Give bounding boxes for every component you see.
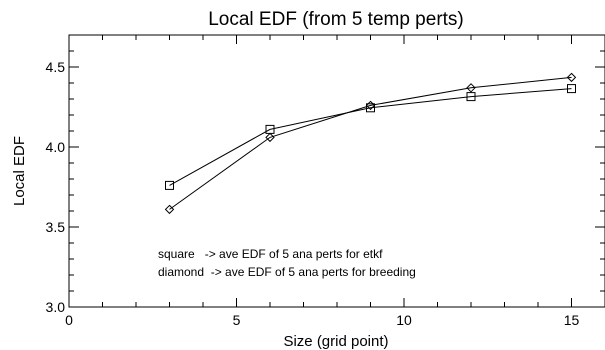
y-tick-label: 3.0 [46, 299, 66, 315]
series-layer [164, 72, 577, 215]
annotation-square: square -> ave EDF of 5 ana perts for etk… [158, 247, 383, 261]
y-tick-label: 3.5 [46, 219, 66, 235]
y-tick-label: 4.0 [46, 139, 66, 155]
chart-title: Local EDF (from 5 temp perts) [208, 9, 464, 30]
square-marker [567, 84, 576, 94]
series-line-square [169, 88, 572, 186]
series-line-diamond [169, 76, 572, 210]
diamond-marker [365, 100, 376, 111]
x-tick-label: 10 [396, 312, 412, 328]
x-tick-label: 0 [65, 312, 73, 328]
square-marker [165, 180, 174, 190]
axis-ticks: 0 5 10 15 3.0 3.5 4.0 4.5 [46, 34, 605, 328]
x-tick-label: 15 [564, 312, 580, 328]
y-axis-label: Local EDF [11, 136, 28, 206]
square-marker [366, 103, 375, 113]
x-axis-label: Size (grid point) [283, 333, 388, 350]
diamond-marker [466, 83, 476, 93]
diamond-marker [164, 204, 175, 215]
diamond-marker [566, 72, 577, 83]
x-tick-label: 5 [233, 312, 241, 328]
square-marker [466, 92, 476, 102]
y-tick-label: 4.5 [46, 59, 66, 75]
diamond-marker [265, 132, 275, 143]
annotation-diamond: diamond -> ave EDF of 5 ana perts for br… [158, 265, 416, 279]
